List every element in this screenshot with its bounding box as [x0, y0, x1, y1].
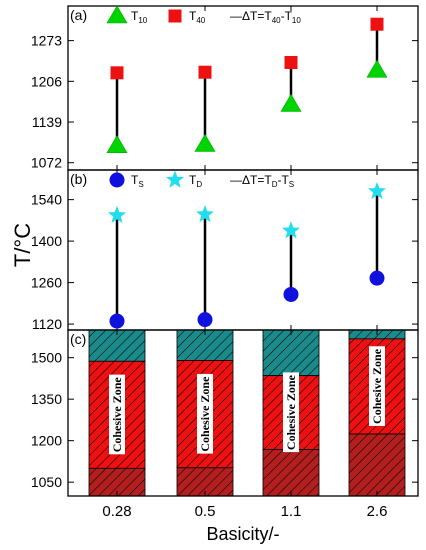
cohesive-zone-label-bg: [283, 372, 299, 453]
point-d: [281, 221, 301, 239]
bar-segment-bottom-hatch: [88, 467, 146, 497]
y-tick-label: 1400: [31, 233, 62, 249]
bar-segment-bottom-hatch: [262, 449, 320, 497]
panel-c: Cohesive Zone Cohesive Zone Cohesive Zone C…: [31, 329, 419, 520]
bar-segment-top-hatch: [262, 329, 320, 377]
panel-b: 1120 1260 1400 1540 (b) TS TD —ΔT=TD-TS: [31, 169, 419, 332]
x-axis-label: Basicity/-: [206, 524, 279, 544]
legend-label-2: TD: [189, 173, 202, 189]
point-s: [369, 270, 385, 286]
point-40: [110, 66, 124, 80]
plot-frame: [67, 329, 419, 497]
x-tick-label: 0.5: [195, 503, 216, 520]
y-tick-label: 1206: [31, 73, 62, 89]
y-tick-label: 1500: [31, 350, 62, 366]
y-tick-label: 1200: [31, 433, 62, 449]
legend-delta-t: —ΔT=T40-T10: [230, 9, 301, 25]
point-s: [283, 286, 299, 302]
point-s: [197, 312, 213, 328]
legend-delta-t: —ΔT=TD-TS: [230, 173, 294, 189]
legend-label-1: TS: [131, 173, 144, 189]
point-d: [195, 204, 215, 223]
cohesive-zone-label: Cohesive Zone: [284, 374, 298, 450]
bar-segment-bottom-hatch: [348, 433, 406, 497]
y-tick-label: 1350: [31, 391, 62, 407]
cohesive-zone-label: Cohesive Zone: [110, 377, 124, 453]
cohesive-zone-label-bg: [109, 374, 125, 455]
cohesive-zone-label-bg: [369, 346, 385, 426]
bar-segment-top-hatch: [176, 329, 234, 361]
panel-label: (b): [70, 171, 87, 187]
point-10: [194, 133, 216, 152]
legend-marker-2: [168, 9, 182, 23]
y-tick-label: 1120: [32, 316, 62, 332]
point-s: [109, 313, 125, 329]
x-tick-label: 2.6: [367, 503, 388, 520]
panel-label: (c): [70, 331, 86, 347]
legend-marker-2: [165, 170, 185, 188]
point-10: [280, 93, 302, 112]
y-tick-label: 1260: [31, 275, 62, 291]
legend-label-1: T10: [131, 9, 148, 25]
x-tick-label: 1.1: [281, 503, 302, 520]
legend-marker-1: [109, 172, 125, 188]
legend-marker-1: [106, 5, 128, 24]
y-tick-label: 1273: [31, 33, 62, 49]
point-10: [106, 135, 128, 154]
panel-label: (a): [70, 7, 87, 23]
point-d: [107, 205, 127, 224]
point-40: [284, 55, 298, 69]
cohesive-zone-label: Cohesive Zone: [198, 376, 212, 452]
panel-a: 1072 1139 1206 1273 (a) T10 T40 —ΔT=T40-T10: [31, 5, 419, 171]
point-40: [198, 65, 212, 79]
point-10: [366, 59, 388, 78]
y-tick-label: 1072: [31, 155, 62, 171]
y-tick-label: 1050: [31, 474, 62, 490]
y-axis-label: T/°C: [10, 223, 35, 267]
point-40: [370, 17, 384, 31]
legend-label-2: T40: [189, 9, 206, 25]
cohesive-zone-label: Cohesive Zone: [370, 348, 384, 424]
y-tick-label: 1139: [32, 114, 62, 130]
x-tick-label: 0.28: [102, 503, 131, 520]
plot-frame: [67, 169, 419, 331]
cohesive-zone-label-bg: [197, 373, 213, 454]
point-d: [367, 181, 387, 200]
y-tick-label: 1540: [31, 192, 62, 208]
